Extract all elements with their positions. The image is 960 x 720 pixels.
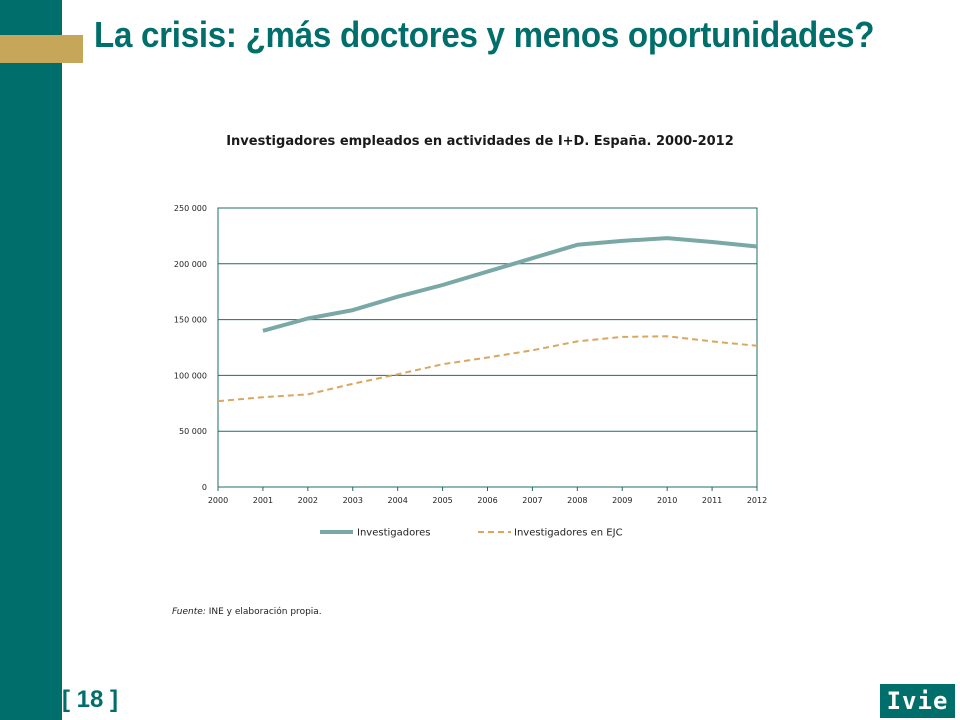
chart-title: Investigadores empleados en actividades … <box>0 134 960 149</box>
source-note: Fuente: INE y elaboración propia. <box>172 607 322 617</box>
legend-label: Investigadores en EJC <box>514 528 623 539</box>
x-tick-label: 2010 <box>657 496 677 505</box>
series-line-investigadores <box>262 236 758 333</box>
left-decor-bar <box>0 0 62 720</box>
ivie-logo: Ivie <box>880 684 955 718</box>
source-text: INE y elaboración propia. <box>205 607 322 617</box>
x-tick-label: 2006 <box>477 496 497 505</box>
x-tick-label: 2005 <box>432 496 452 505</box>
series-line-investigadores-ejc <box>217 335 758 403</box>
x-tick-label: 2000 <box>208 496 228 505</box>
y-tick-label: 100 000 <box>174 371 207 380</box>
title-accent-bar <box>0 35 83 63</box>
y-tick-label: 250 000 <box>174 204 207 213</box>
y-tick-label: 0 <box>202 483 207 492</box>
x-tick-label: 2007 <box>522 496 542 505</box>
legend-label: Investigadores <box>357 528 430 539</box>
y-tick-label: 150 000 <box>174 316 207 325</box>
x-tick-label: 2008 <box>567 496 587 505</box>
chart-title-text: Investigadores empleados en actividades … <box>226 134 734 149</box>
x-tick-label: 2012 <box>747 496 767 505</box>
y-tick-label: 200 000 <box>174 260 207 269</box>
x-tick-label: 2009 <box>612 496 632 505</box>
source-label: Fuente: <box>172 607 206 617</box>
x-tick-label: 2011 <box>702 496 722 505</box>
slide-title: La crisis: ¿más doctores y menos oportun… <box>94 14 875 55</box>
x-tick-label: 2003 <box>343 496 363 505</box>
y-tick-label: 50 000 <box>179 427 207 436</box>
plot-frame <box>217 207 758 488</box>
x-tick-label: 2001 <box>253 496 273 505</box>
x-tick-label: 2002 <box>298 496 318 505</box>
slide-number: [ 18 ] <box>62 686 119 713</box>
x-tick-label: 2004 <box>387 496 407 505</box>
